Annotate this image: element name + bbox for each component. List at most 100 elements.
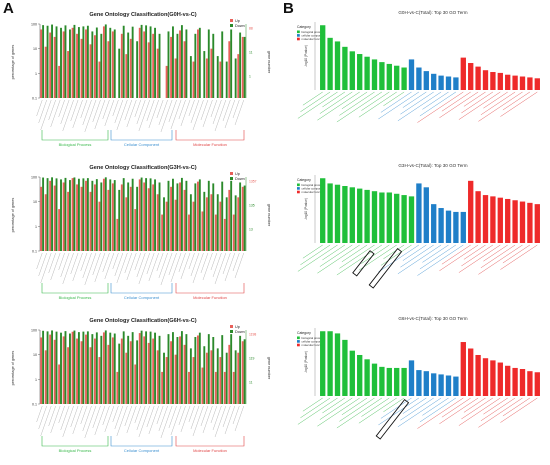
bar-down — [180, 25, 183, 98]
y2-tick-label: 135 — [249, 204, 255, 208]
bar-up — [188, 214, 190, 251]
x-term-label — [84, 252, 97, 286]
bar-down — [100, 182, 103, 251]
bar-go-term — [334, 184, 341, 243]
x-term-label — [104, 405, 115, 433]
x-term-label — [336, 91, 383, 123]
y2-tick-label: 1198 — [249, 333, 256, 337]
x-term-label — [48, 405, 56, 427]
group-label: Molecular Function — [193, 142, 227, 147]
go-classification-chart-g3h: Gene Ontology Classification(G3H-vs-C)10… — [11, 165, 271, 300]
x-term-label — [114, 99, 124, 124]
bar-go-term — [438, 374, 444, 396]
bar-down — [239, 182, 242, 251]
x-term-label — [458, 397, 501, 426]
group-bracket — [41, 130, 109, 141]
x-term-label — [339, 244, 375, 269]
bar-go-term — [468, 348, 474, 396]
bar-up — [40, 29, 43, 99]
x-term-label — [500, 244, 538, 270]
x-term-label — [500, 91, 538, 117]
x-term-label — [48, 99, 56, 121]
group-label: Molecular Function — [193, 295, 227, 300]
x-term-label — [380, 91, 412, 113]
x-term-label — [478, 244, 523, 275]
bar-go-term — [519, 201, 526, 243]
x-term-label — [461, 397, 494, 420]
bar-down — [198, 27, 201, 98]
x-term-label — [116, 405, 128, 437]
bar-down — [172, 26, 174, 98]
bar-down — [131, 26, 134, 98]
group-bracket — [175, 283, 245, 294]
x-term-label — [400, 244, 434, 268]
x-term-label — [168, 405, 177, 429]
x-term-label — [92, 99, 101, 123]
bar-down — [167, 31, 170, 98]
x-term-label — [383, 244, 405, 260]
x-term-label — [38, 252, 47, 277]
bar-down — [118, 189, 121, 251]
x-term-label — [156, 252, 164, 272]
bar-go-term — [505, 74, 511, 90]
y2-tick-label: 11 — [249, 51, 253, 55]
x-term-label — [422, 91, 449, 110]
x-term-label — [124, 99, 132, 121]
group-bracket — [110, 436, 173, 447]
bar-up — [147, 342, 150, 404]
bar-up — [58, 209, 61, 251]
x-term-label — [180, 405, 191, 433]
x-term-label — [202, 99, 213, 128]
x-term-label — [70, 252, 79, 275]
bar-go-term — [371, 191, 378, 243]
bar-down — [225, 352, 228, 404]
y-tick-label: 100 — [31, 329, 37, 333]
x-term-label — [478, 91, 523, 122]
bar-down — [64, 25, 67, 98]
bar-go-term — [438, 75, 444, 90]
bar-down — [230, 334, 233, 404]
bar-up — [94, 35, 96, 98]
bar-up — [197, 29, 199, 99]
x-term-label — [380, 244, 412, 266]
bar-down — [221, 181, 224, 251]
bar-down — [145, 178, 148, 251]
group-bracket — [110, 130, 173, 141]
x-term-label — [148, 99, 159, 129]
x-term-label — [38, 99, 47, 124]
legend-swatch — [297, 187, 300, 190]
y2-tick-label: 88 — [249, 27, 253, 31]
bar-down — [127, 32, 130, 98]
legend-label-down: Down — [235, 330, 245, 334]
x-term-label — [397, 91, 442, 122]
x-term-label — [419, 91, 457, 117]
x-term-label — [419, 244, 457, 270]
group-label: Biological Process — [59, 448, 92, 453]
bar-up — [228, 41, 231, 98]
bar-down — [73, 330, 76, 404]
x-term-label — [82, 405, 92, 432]
bar-up — [53, 36, 56, 98]
x-term-label — [190, 405, 200, 430]
x-term-label — [94, 252, 106, 283]
bar-go-term — [490, 196, 496, 243]
bar-up — [111, 183, 114, 251]
bar-go-term — [497, 197, 503, 243]
bar-go-term — [401, 67, 407, 90]
bar-go-term — [386, 192, 392, 243]
bar-up — [76, 338, 78, 404]
bar-go-term — [327, 331, 333, 396]
x-term-label — [102, 405, 110, 426]
x-term-label — [146, 405, 155, 428]
x-term-label — [300, 397, 331, 419]
bar-up — [237, 197, 240, 251]
x-term-label — [156, 405, 164, 425]
x-term-label — [341, 244, 368, 263]
bar-go-term — [379, 62, 385, 90]
bar-down — [212, 183, 215, 251]
bar-up — [107, 344, 110, 404]
bar-go-term — [408, 360, 415, 396]
bar-go-term — [349, 187, 355, 243]
x-term-label — [478, 397, 523, 428]
bar-down — [104, 24, 107, 98]
